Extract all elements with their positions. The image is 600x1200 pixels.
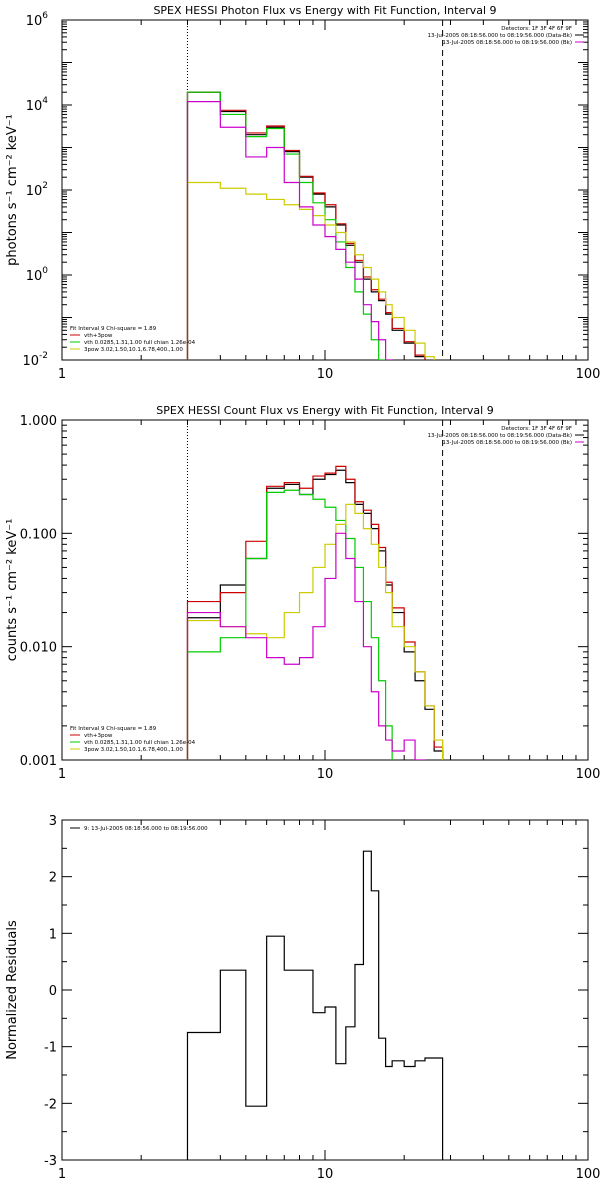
count-flux-legend-text: 13-Jul-2005 08:18:56.000 to 08:19:56.000… [442, 440, 572, 446]
residuals-panel: Normalized Residuals 1 10 100 -3 -2 -1 0 1 2 3 9: … [5, 814, 600, 1182]
photon-flux-y-tick-label: 10-2 [22, 351, 48, 369]
residuals-x-tick-label: 1 [58, 1167, 66, 1182]
photon-flux-y-tick-label: 104 [26, 96, 49, 114]
photon-flux-panel: SPEX HESSI Photon Flux vs Energy with Fi… [5, 4, 600, 382]
count-flux-x-tick-label: 1 [58, 767, 66, 782]
count-flux-series-1 [186, 465, 444, 760]
photon-flux-fit-legend-text: vth 0.0285,1.31,1.00 full chian 1.26e-04 [84, 340, 196, 346]
photon-flux-axes-frame [61, 19, 589, 361]
photon-flux-series-1 [186, 91, 426, 360]
photon-flux-series-2 [186, 91, 387, 360]
photon-flux-legend-text: 13-Jul-2005 08:18:56.000 to 08:19:56.000… [428, 33, 573, 39]
photon-flux-y-tick-label: 100 [26, 266, 49, 284]
residuals-x-tick-label: 10 [317, 1167, 334, 1182]
count-flux-legend-text: 13-Jul-2005 08:18:56.000 to 08:19:56.000… [428, 433, 573, 439]
count-flux-fit-legend-text: vth 0.0285,1.31,1.00 full chian 1.26e-04 [84, 740, 196, 746]
photon-flux-series-3 [186, 181, 435, 360]
count-flux-x-tick-label: 100 [576, 767, 600, 782]
photon-flux-fit-legend-text: Fit Interval 9 Chi-square = 1.89 [70, 326, 157, 332]
count-flux-title: SPEX HESSI Count Flux vs Energy with Fit… [156, 404, 493, 417]
photon-flux-series-0 [186, 91, 426, 360]
count-flux-fit-legend-text: 3pow 3.02,1.50,10.1,6.78,400.,1.00 [84, 747, 183, 753]
photon-flux-series-4 [186, 101, 393, 360]
count-flux-series-3 [186, 503, 444, 760]
residuals-data [186, 850, 444, 1160]
photon-flux-y-tick-label: 102 [26, 181, 48, 199]
residuals-y-tick-label: 2 [49, 871, 57, 886]
residuals-y-tick-label: -1 [44, 1041, 57, 1056]
count-flux-fit-legend-text: vth+3pow [84, 733, 113, 739]
count-flux-series-2 [186, 489, 393, 760]
photon-flux-legend-text: Detectors: 1F 3F 4F 6F 9F [501, 26, 572, 32]
photon-flux-y-axis-label: photons s⁻¹ cm⁻² keV⁻¹ [5, 114, 20, 266]
count-flux-x-tick-label: 10 [317, 767, 334, 782]
count-flux-y-tick-label: 0.100 [20, 527, 57, 542]
residuals-y-tick-label: -3 [44, 1154, 57, 1169]
photon-flux-x-tick-label: 1 [58, 367, 66, 382]
residuals-y-tick-label: -2 [44, 1097, 57, 1112]
residuals-y-tick-label: 1 [49, 927, 57, 942]
count-flux-fit-legend-text: Fit Interval 9 Chi-square = 1.89 [70, 726, 157, 732]
photon-flux-x-tick-label: 100 [576, 367, 600, 382]
count-flux-y-tick-label: 1.000 [20, 414, 57, 429]
residuals-y-tick-label: 0 [49, 984, 57, 999]
count-flux-legend-text: Detectors: 1F 3F 4F 6F 9F [501, 426, 572, 432]
residuals-y-tick-label: 3 [49, 814, 57, 829]
photon-flux-data [186, 91, 435, 360]
residuals-y-axis-label: Normalized Residuals [5, 920, 20, 1060]
photon-flux-fit-legend-text: vth+3pow [84, 333, 113, 339]
count-flux-panel: SPEX HESSI Count Flux vs Energy with Fit… [5, 404, 600, 782]
residuals-x-tick-label: 100 [576, 1167, 600, 1182]
photon-flux-legend-text: 13-Jul-2005 08:18:56.000 to 08:19:56.000… [442, 40, 572, 46]
residuals-axes-frame [61, 819, 589, 1161]
count-flux-series-0 [186, 469, 444, 760]
count-flux-y-tick-label: 0.010 [20, 641, 57, 656]
count-flux-y-tick-label: 0.001 [20, 754, 57, 769]
count-flux-series-4 [186, 532, 426, 760]
photon-flux-x-tick-label: 10 [317, 367, 334, 382]
count-flux-data [186, 465, 444, 760]
photon-flux-title: SPEX HESSI Photon Flux vs Energy with Fi… [153, 4, 496, 17]
residuals-legend-text: 9: 13-Jul-2005 08:18:56.000 to 08:19:56.… [84, 826, 208, 832]
count-flux-y-axis-label: counts s⁻¹ cm⁻² keV⁻¹ [5, 519, 20, 662]
photon-flux-y-tick-label: 106 [26, 11, 49, 29]
residuals-series-0 [186, 850, 444, 1160]
photon-flux-fit-legend-text: 3pow 3.02,1.50,10.1,6.78,400.,1.00 [84, 347, 183, 353]
